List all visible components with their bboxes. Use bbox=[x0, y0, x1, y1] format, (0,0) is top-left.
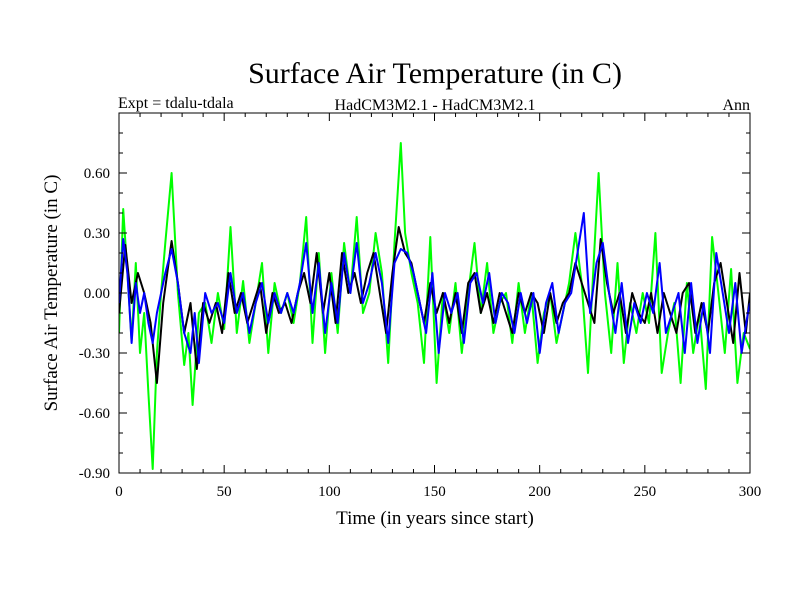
y-tick-label: 0.00 bbox=[84, 286, 110, 302]
season-label: Ann bbox=[722, 97, 750, 114]
y-tick-label: -0.30 bbox=[79, 346, 110, 362]
x-tick-label: 100 bbox=[318, 484, 341, 500]
x-tick-label: 200 bbox=[528, 484, 551, 500]
y-tick-label: 0.30 bbox=[84, 226, 110, 242]
y-tick-label: 0.60 bbox=[84, 166, 110, 182]
model-label: HadCM3M2.1 - HadCM3M2.1 bbox=[335, 97, 536, 114]
x-tick-label: 0 bbox=[115, 484, 123, 500]
tick-layer bbox=[118, 112, 751, 474]
experiment-label: Expt = tdalu-tdala bbox=[118, 95, 234, 112]
series-layer bbox=[119, 142, 750, 470]
y-axis-label: Surface Air Temperature (in C) bbox=[41, 175, 62, 412]
series-line-black bbox=[119, 226, 750, 384]
series-line-blue bbox=[119, 212, 750, 364]
x-tick-label: 250 bbox=[634, 484, 657, 500]
x-axis-label: Time (in years since start) bbox=[336, 508, 534, 529]
plot-frame bbox=[118, 112, 751, 474]
x-tick-label: 50 bbox=[217, 484, 232, 500]
y-tick-label: -0.60 bbox=[79, 406, 110, 422]
tick-label-layer: 0 50 100 150 200 250 300 -0.90 -0.60 -0.30 0.00 0.3… bbox=[79, 166, 762, 500]
y-tick-label: -0.90 bbox=[79, 466, 110, 482]
x-tick-label: 150 bbox=[423, 484, 446, 500]
chart-title: Surface Air Temperature (in C) bbox=[248, 57, 622, 90]
x-tick-label: 300 bbox=[739, 484, 762, 500]
